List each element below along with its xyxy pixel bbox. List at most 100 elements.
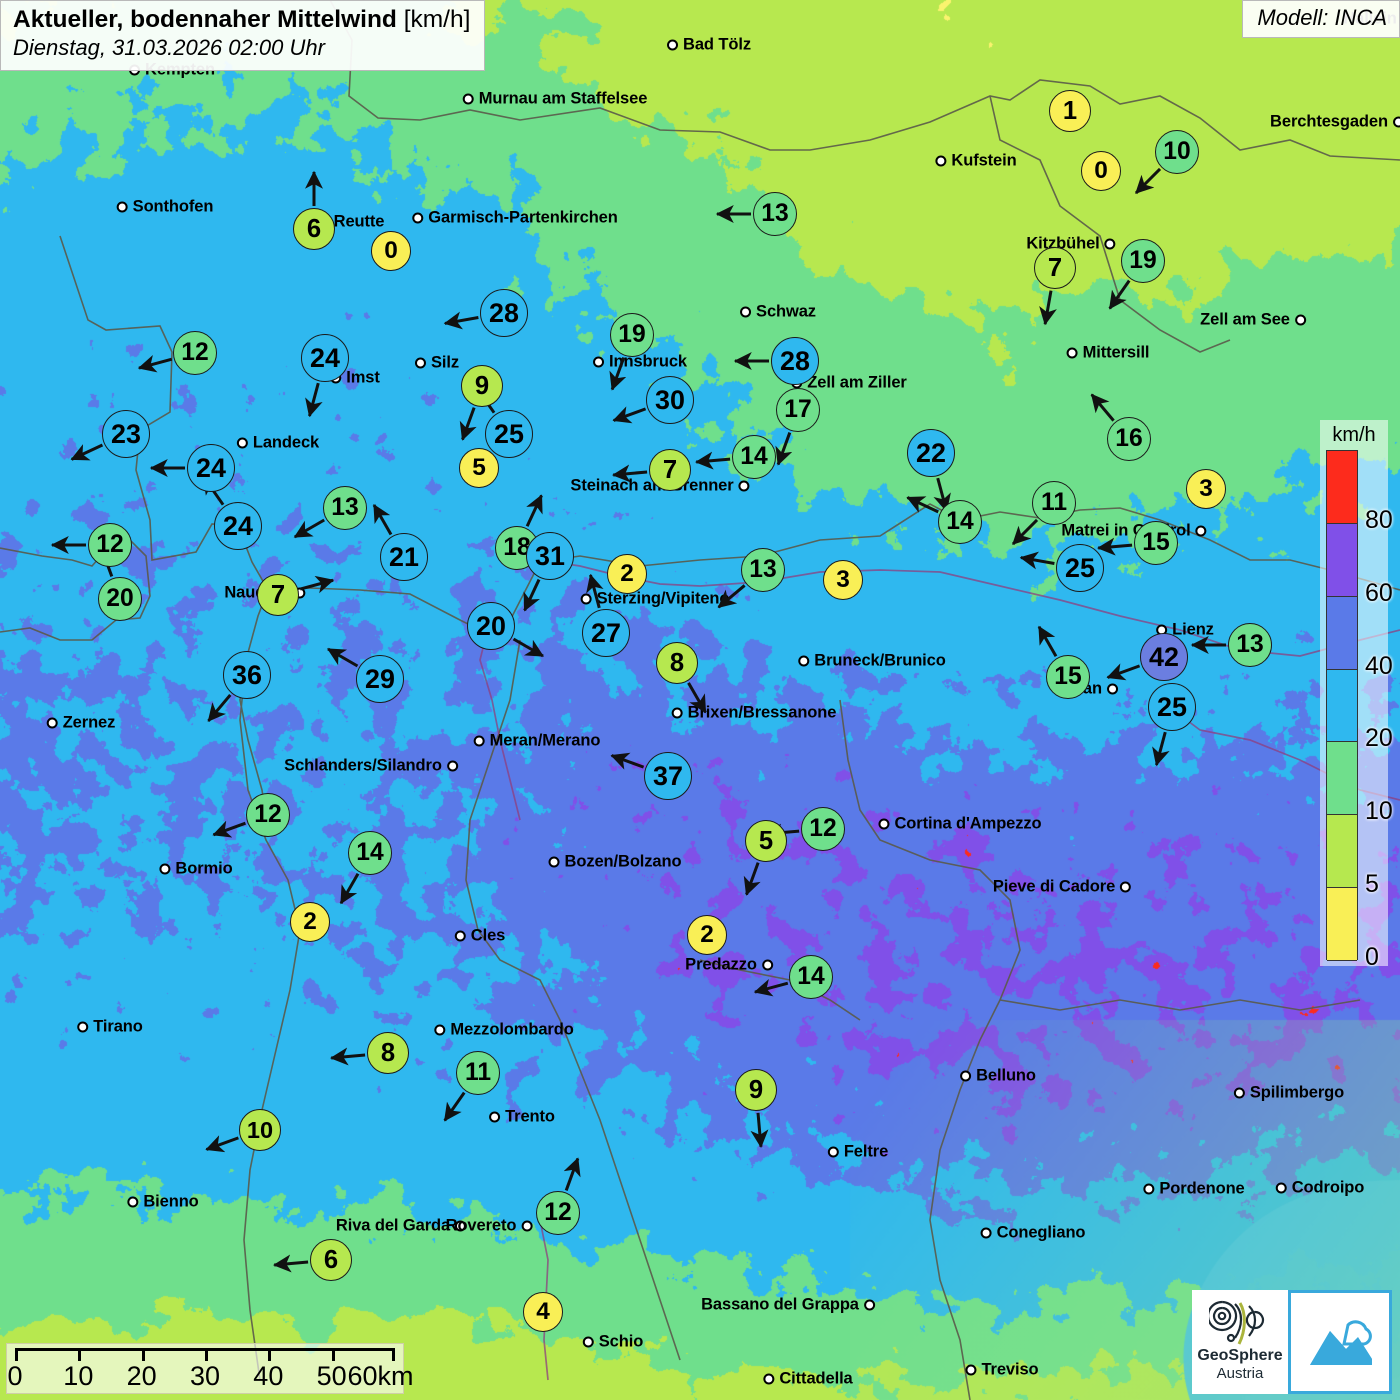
- wind-station-marker[interactable]: 19: [610, 313, 654, 357]
- wind-station-marker[interactable]: 24: [301, 334, 349, 382]
- wind-station-marker[interactable]: 2: [687, 915, 727, 955]
- wind-station-marker[interactable]: 9: [735, 1069, 777, 1111]
- wind-station-marker[interactable]: 11: [456, 1051, 500, 1095]
- wind-station-marker[interactable]: 2: [290, 902, 330, 942]
- wind-station-marker[interactable]: 27: [582, 609, 630, 657]
- wind-speed-value: 24: [223, 510, 253, 541]
- wind-station-marker[interactable]: 0: [1081, 151, 1121, 191]
- wind-station-marker[interactable]: 30: [646, 376, 694, 424]
- scale-tick-label: 20: [126, 1361, 157, 1391]
- wind-station-marker[interactable]: 12: [536, 1191, 580, 1235]
- wind-station-marker[interactable]: 16: [1107, 417, 1151, 461]
- wind-station-marker[interactable]: 13: [741, 548, 785, 592]
- wind-station-marker[interactable]: 4: [523, 1292, 563, 1332]
- wind-station-marker[interactable]: 14: [732, 435, 776, 479]
- wind-speed-value: 29: [365, 663, 395, 694]
- wind-station-marker[interactable]: 22: [907, 429, 955, 477]
- wind-station-marker[interactable]: 6: [293, 208, 335, 250]
- wind-station-marker[interactable]: 13: [1228, 623, 1272, 667]
- wind-station-marker[interactable]: 12: [88, 523, 132, 567]
- wind-speed-value: 8: [380, 1038, 396, 1067]
- wind-station-marker[interactable]: 14: [938, 500, 982, 544]
- wind-station-marker[interactable]: 28: [480, 289, 528, 337]
- wind-station-marker[interactable]: 8: [656, 642, 698, 684]
- wind-station-marker[interactable]: 29: [356, 655, 404, 703]
- wind-speed-value: 14: [946, 508, 974, 535]
- wind-station-marker[interactable]: 24: [214, 502, 262, 550]
- wind-station-marker[interactable]: 14: [789, 955, 833, 999]
- scale-tick: [78, 1348, 82, 1361]
- wind-station-marker[interactable]: 7: [257, 574, 299, 616]
- wind-station-marker[interactable]: 21: [380, 533, 428, 581]
- wind-speed-value: 10: [246, 1116, 274, 1143]
- wind-station-marker[interactable]: 15: [1134, 521, 1178, 565]
- wind-station-marker[interactable]: 12: [801, 807, 845, 851]
- wind-station-marker[interactable]: 11: [1032, 481, 1076, 525]
- wind-station-marker[interactable]: 10: [239, 1109, 281, 1151]
- wind-station-marker[interactable]: 36: [223, 651, 271, 699]
- wind-direction-arrow-icon: [1037, 625, 1058, 657]
- wind-speed-value: 42: [1149, 641, 1179, 672]
- wind-station-marker[interactable]: 37: [644, 752, 692, 800]
- wind-direction-arrow-icon: [1011, 518, 1039, 546]
- page-subtitle: Dienstag, 31.03.2026 02:00 Uhr: [13, 35, 325, 61]
- wind-direction-arrow-icon: [687, 682, 707, 714]
- wind-station-marker[interactable]: 5: [459, 448, 499, 488]
- wind-speed-value: 12: [544, 1199, 572, 1226]
- wind-station-marker[interactable]: 8: [367, 1032, 409, 1074]
- page-title: Aktueller, bodennaher Mittelwind [km/h]: [13, 6, 470, 34]
- wind-station-marker[interactable]: 3: [823, 560, 863, 600]
- wind-station-marker[interactable]: 17: [776, 388, 820, 432]
- wind-station-marker[interactable]: 7: [1034, 247, 1076, 289]
- wind-station-marker[interactable]: 10: [1155, 130, 1199, 174]
- wind-station-marker[interactable]: 2: [607, 554, 647, 594]
- wind-speed-value: 19: [1129, 247, 1157, 274]
- wind-station-marker[interactable]: 1: [1049, 90, 1091, 132]
- wind-direction-arrow-icon: [339, 873, 360, 905]
- wind-station-marker[interactable]: 23: [102, 410, 150, 458]
- wind-station-marker[interactable]: 20: [467, 602, 515, 650]
- wind-speed-value: 37: [653, 760, 683, 791]
- wind-station-marker[interactable]: 25: [1056, 544, 1104, 592]
- wind-station-marker[interactable]: 3: [1186, 469, 1226, 509]
- wind-station-marker[interactable]: 7: [649, 449, 691, 491]
- wind-station-marker[interactable]: 28: [771, 337, 819, 385]
- wind-speed-value: 25: [494, 418, 524, 449]
- wind-station-marker[interactable]: 14: [348, 831, 392, 875]
- scale-tick: [268, 1348, 272, 1361]
- wind-speed-value: 2: [303, 908, 317, 935]
- wind-direction-arrow-icon: [372, 503, 393, 536]
- wind-speed-value: 7: [270, 580, 286, 609]
- wind-station-marker[interactable]: 20: [98, 577, 142, 621]
- wind-station-marker[interactable]: 24: [187, 444, 235, 492]
- wind-station-marker[interactable]: 13: [753, 192, 797, 236]
- wind-speed-value: 0: [1094, 157, 1108, 184]
- wind-station-marker[interactable]: 12: [173, 331, 217, 375]
- wind-station-marker[interactable]: 9: [461, 365, 503, 407]
- wind-direction-arrow-icon: [1097, 537, 1133, 556]
- scale-tick: [141, 1348, 145, 1361]
- wind-station-marker[interactable]: 12: [246, 793, 290, 837]
- geosphere-logo: GeoSphere Austria: [1192, 1290, 1288, 1394]
- colorbar-segment: [1327, 451, 1357, 524]
- wind-speed-value: 4: [536, 1298, 550, 1325]
- scale-ruler: [15, 1348, 395, 1361]
- wind-station-marker[interactable]: 0: [371, 231, 411, 271]
- wind-speed-value: 10: [1163, 138, 1191, 165]
- wind-station-marker[interactable]: 25: [1148, 683, 1196, 731]
- wind-station-marker[interactable]: 15: [1046, 655, 1090, 699]
- wind-direction-arrow-icon: [459, 407, 477, 441]
- wind-direction-arrow-icon: [70, 443, 104, 461]
- wind-station-marker[interactable]: 42: [1140, 633, 1188, 681]
- wind-direction-arrow-icon: [717, 584, 746, 609]
- wind-station-marker[interactable]: 13: [323, 486, 367, 530]
- wind-station-marker[interactable]: 31: [526, 532, 574, 580]
- wind-station-marker[interactable]: 6: [310, 1239, 352, 1281]
- wind-speed-value: 14: [797, 963, 825, 990]
- colorbar-segment: [1327, 523, 1357, 597]
- wind-speed-value: 28: [489, 297, 519, 328]
- wind-station-marker[interactable]: 5: [745, 820, 787, 862]
- wind-direction-arrow-icon: [775, 432, 793, 466]
- wind-station-marker[interactable]: 19: [1121, 239, 1165, 283]
- wind-station-marker[interactable]: 25: [485, 410, 533, 458]
